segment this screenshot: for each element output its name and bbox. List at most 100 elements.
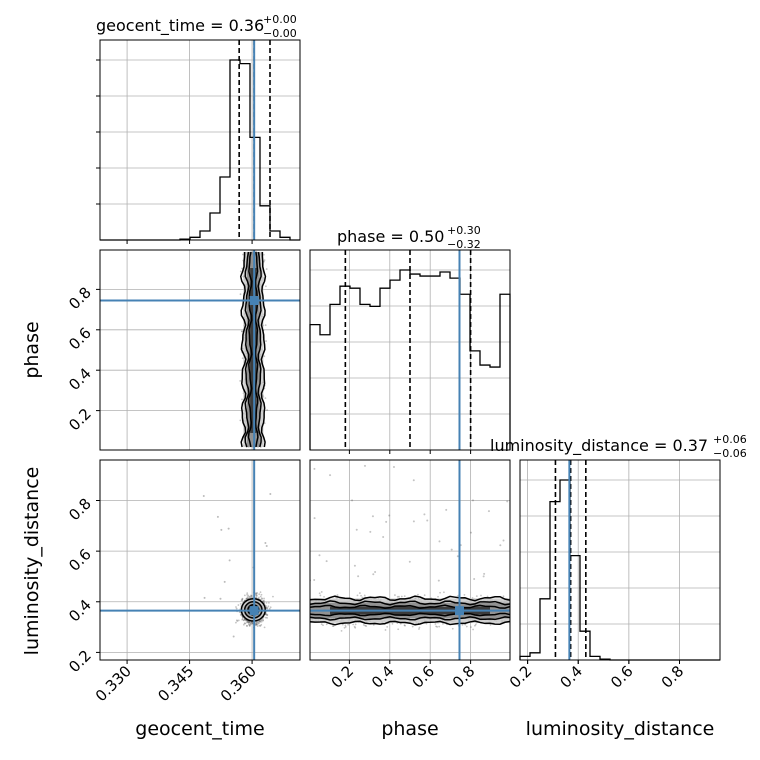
sample-point [435, 625, 437, 628]
y-tick-label-phase: 0.8 [65, 283, 95, 313]
sample-point [246, 620, 249, 623]
sample-point [247, 621, 250, 624]
panel-phase-vs-geocent-time [99, 249, 301, 451]
sample-point [423, 594, 426, 597]
sample-point [436, 626, 439, 628]
contour-line [247, 251, 253, 448]
sample-point [362, 624, 365, 626]
x-tick-label-geocent_time: 0.330 [92, 662, 135, 705]
sample-point [469, 626, 472, 628]
sample-point [499, 544, 502, 547]
sample-point [242, 623, 245, 626]
title-luminosity-distance-plus: +0.06 [713, 433, 747, 446]
sample-point [480, 594, 482, 597]
sample-point [411, 625, 414, 628]
sample-point [248, 620, 251, 623]
sample-point [434, 623, 437, 625]
sample-point [400, 595, 403, 598]
sample-point [251, 622, 254, 625]
sample-point [372, 573, 375, 576]
sample-point [261, 597, 264, 600]
sample-point [423, 513, 426, 516]
sample-point [396, 595, 399, 598]
sample-point [246, 624, 248, 627]
x-tick-label-phase: 0.4 [368, 662, 398, 692]
sample-point [265, 605, 268, 608]
sample-point [250, 595, 253, 598]
sample-point [417, 593, 419, 596]
sample-point [242, 619, 245, 622]
panel-geocent-time-hist [96, 39, 301, 244]
sample-point [246, 625, 248, 627]
sample-point [313, 517, 316, 520]
sample-point [263, 259, 266, 262]
sample-point [363, 464, 366, 467]
sample-point [506, 500, 509, 503]
sample-point [397, 628, 400, 631]
sample-point [202, 495, 205, 498]
panel-frame [99, 249, 301, 451]
sample-point [258, 622, 260, 624]
sample-point [248, 623, 251, 626]
sample-point [257, 621, 260, 623]
sample-point [255, 594, 258, 597]
y-tick-label-phase: 0.6 [65, 324, 95, 354]
sample-point [269, 606, 272, 609]
y-tick-label-phase: 0.4 [65, 364, 95, 394]
panel-frame [309, 249, 511, 451]
sample-point [263, 601, 266, 604]
sample-point [227, 527, 230, 530]
sample-point [263, 599, 265, 602]
sample-point [265, 268, 268, 270]
sample-point [325, 560, 328, 563]
sample-point [347, 623, 350, 626]
sample-point [266, 614, 269, 616]
contour-line [310, 612, 510, 617]
sample-point [388, 514, 391, 517]
sample-point [255, 595, 258, 598]
sample-point [260, 597, 263, 599]
sample-point [355, 528, 358, 531]
x-tick-label-phase: 0.6 [408, 662, 438, 692]
sample-point [258, 620, 261, 623]
title-geocent-time-plus: +0.00 [263, 13, 297, 26]
sample-point [318, 592, 321, 595]
sample-point [329, 474, 332, 477]
sample-point [256, 623, 258, 626]
sample-point [241, 357, 244, 360]
sample-point [243, 594, 246, 597]
sample-point [482, 575, 485, 578]
sample-point [344, 626, 347, 628]
xlabel-luminosity-distance: luminosity_distance [526, 718, 715, 740]
sample-point [266, 617, 268, 619]
y-tick-label-luminosity_distance: 0.6 [65, 545, 95, 575]
sample-point [340, 629, 343, 632]
y-tick-label-phase: 0.2 [65, 405, 95, 435]
sample-point [237, 604, 240, 606]
sample-point [241, 267, 243, 270]
sample-point [320, 623, 323, 626]
sample-point [265, 544, 268, 547]
sample-point [259, 591, 262, 594]
sample-point [254, 622, 257, 625]
x-tick-label-luminosity_distance: 0.2 [506, 662, 536, 692]
contour-line [310, 595, 510, 602]
sample-point [260, 593, 263, 596]
sample-point [426, 519, 429, 522]
sample-point [255, 592, 258, 595]
panel-frame [99, 459, 301, 661]
x-tick-label-phase: 0.2 [328, 662, 358, 692]
sample-point [256, 592, 258, 594]
truth-marker [249, 296, 259, 306]
sample-point [463, 594, 466, 596]
sample-point [363, 594, 366, 597]
panel-frame [309, 459, 511, 661]
sample-point [374, 570, 377, 573]
sample-point [241, 618, 244, 621]
sample-point [219, 597, 222, 600]
panel-content [202, 493, 274, 638]
sample-point [248, 621, 250, 624]
sample-point [241, 330, 243, 333]
sample-point [331, 625, 334, 627]
sample-point [456, 555, 459, 558]
